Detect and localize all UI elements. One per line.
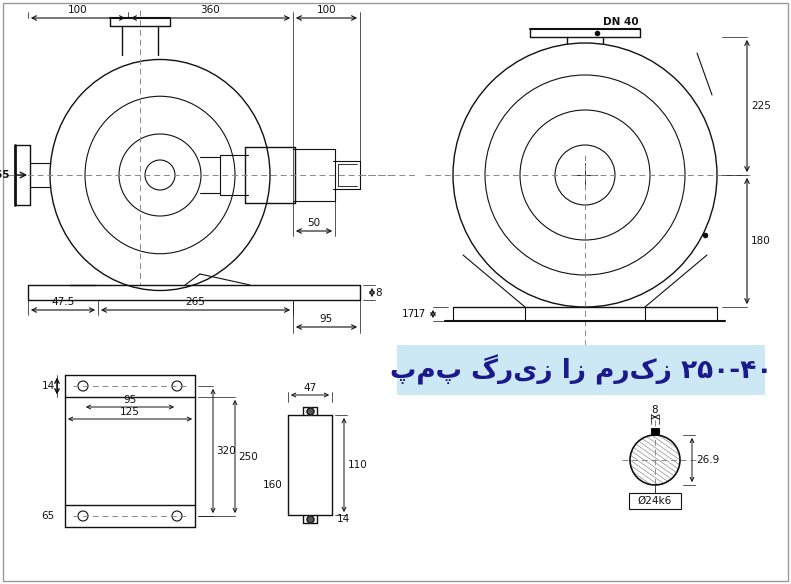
- Text: 265: 265: [186, 297, 206, 307]
- Text: DN 40: DN 40: [603, 17, 638, 27]
- Text: 47.5: 47.5: [51, 297, 74, 307]
- Bar: [651, 428, 659, 435]
- Text: DN 65: DN 65: [0, 170, 10, 180]
- Text: 160: 160: [263, 480, 283, 490]
- Text: 225: 225: [751, 101, 771, 111]
- Text: 125: 125: [120, 407, 140, 417]
- Text: 180: 180: [751, 236, 770, 246]
- Text: 95: 95: [320, 314, 333, 324]
- Text: 8: 8: [375, 287, 381, 297]
- Text: 110: 110: [348, 460, 368, 470]
- Text: پمپ گریز از مرکز ۲۵۰-۴۰: پمپ گریز از مرکز ۲۵۰-۴۰: [390, 355, 772, 385]
- Text: 320: 320: [216, 446, 236, 456]
- Text: 65: 65: [42, 511, 55, 521]
- Text: 50: 50: [308, 218, 320, 228]
- Text: 14: 14: [337, 514, 350, 524]
- Text: 95: 95: [123, 395, 137, 405]
- Bar: [397, 345, 765, 395]
- Text: 17: 17: [413, 309, 426, 319]
- Text: 14: 14: [42, 381, 55, 391]
- Text: Ø24k6: Ø24k6: [638, 496, 672, 506]
- Text: 100: 100: [316, 5, 336, 15]
- Text: 360: 360: [201, 5, 221, 15]
- Text: 250: 250: [238, 451, 258, 461]
- Text: 8: 8: [652, 405, 658, 415]
- Bar: [629, 493, 681, 509]
- Text: 26.9: 26.9: [696, 455, 719, 465]
- Text: 100: 100: [68, 5, 88, 15]
- Text: 17: 17: [402, 309, 415, 319]
- Text: 47: 47: [304, 383, 316, 393]
